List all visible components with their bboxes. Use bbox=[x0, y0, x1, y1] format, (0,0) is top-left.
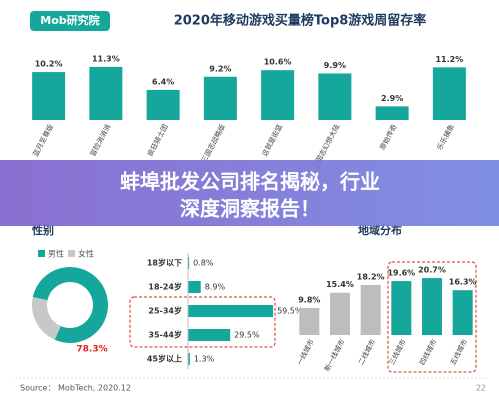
data-label: 16.3% bbox=[449, 278, 477, 287]
data-label: 9.8% bbox=[298, 296, 320, 305]
legend-label: 女性 bbox=[78, 249, 94, 259]
legend-swatch bbox=[38, 250, 45, 257]
highlight-box bbox=[129, 296, 276, 348]
banner-line: 深度洞察报告！ bbox=[180, 197, 320, 221]
logo-box bbox=[30, 11, 110, 31]
data-label: 19.6% bbox=[387, 269, 415, 278]
data-label: 78.3% bbox=[76, 345, 107, 355]
bar bbox=[188, 257, 190, 269]
banner-line: 蚌埠批发公司排名揭秘，行业 bbox=[120, 170, 380, 194]
data-label: 1.3% bbox=[194, 355, 215, 364]
data-label: 10.6% bbox=[264, 58, 292, 67]
category-label: 25-34岁 bbox=[148, 306, 182, 316]
data-label: 20.7% bbox=[418, 266, 446, 275]
banner bbox=[0, 160, 499, 226]
data-label: 8.9% bbox=[205, 283, 226, 292]
data-label: 0.8% bbox=[193, 259, 214, 268]
data-label: 10.2% bbox=[35, 60, 63, 69]
bar bbox=[203, 76, 237, 120]
bar bbox=[188, 353, 190, 365]
category-label: 18-24岁 bbox=[148, 282, 182, 292]
bar bbox=[32, 72, 66, 120]
data-label: 15.4% bbox=[326, 280, 354, 289]
data-label: 6.4% bbox=[152, 77, 174, 86]
donut-slice bbox=[32, 297, 61, 340]
data-label: 2.9% bbox=[381, 94, 403, 103]
charts: 10.2%蓝月至尊版11.3%冒险消消消6.4%疯狂骑士团9.2%三国志战略版1… bbox=[31, 54, 477, 372]
bar bbox=[188, 329, 231, 341]
bar bbox=[89, 66, 123, 120]
data-label: 11.3% bbox=[92, 54, 120, 63]
legend-label: 男性 bbox=[48, 249, 64, 259]
bar bbox=[375, 106, 409, 120]
section-title: 地域分布 bbox=[358, 223, 402, 237]
bar bbox=[360, 284, 381, 335]
data-label: 59.5% bbox=[277, 307, 303, 316]
legend-swatch bbox=[68, 250, 75, 257]
section-title: 性别 bbox=[32, 223, 54, 237]
data-label: 11.2% bbox=[435, 55, 463, 64]
category-label: 18岁以下 bbox=[147, 258, 182, 268]
bar bbox=[146, 89, 180, 120]
bar bbox=[391, 281, 412, 335]
logo: Mob研究院 bbox=[40, 13, 99, 27]
highlight-box bbox=[387, 261, 477, 373]
bar bbox=[422, 278, 442, 335]
data-label: 9.2% bbox=[209, 64, 231, 73]
bar bbox=[452, 290, 473, 335]
bar bbox=[330, 292, 350, 335]
source: Source： MobTech, 2020.12 bbox=[20, 384, 131, 393]
category-label: 35-44岁 bbox=[148, 330, 182, 340]
bar bbox=[188, 305, 274, 317]
data-label: 18.2% bbox=[357, 272, 385, 281]
data-label: 9.9% bbox=[324, 61, 346, 70]
category-label: 45岁以上 bbox=[147, 354, 182, 364]
page-number: 22 bbox=[476, 384, 486, 393]
bar bbox=[318, 73, 352, 120]
bar bbox=[432, 67, 466, 120]
donut-slice bbox=[32, 267, 108, 343]
data-label: 29.5% bbox=[234, 331, 260, 340]
bar bbox=[261, 70, 295, 120]
bar bbox=[299, 308, 320, 335]
chart-title: 2020年移动游戏买量榜Top8游戏周留存率 bbox=[174, 13, 427, 29]
bar bbox=[188, 281, 201, 293]
